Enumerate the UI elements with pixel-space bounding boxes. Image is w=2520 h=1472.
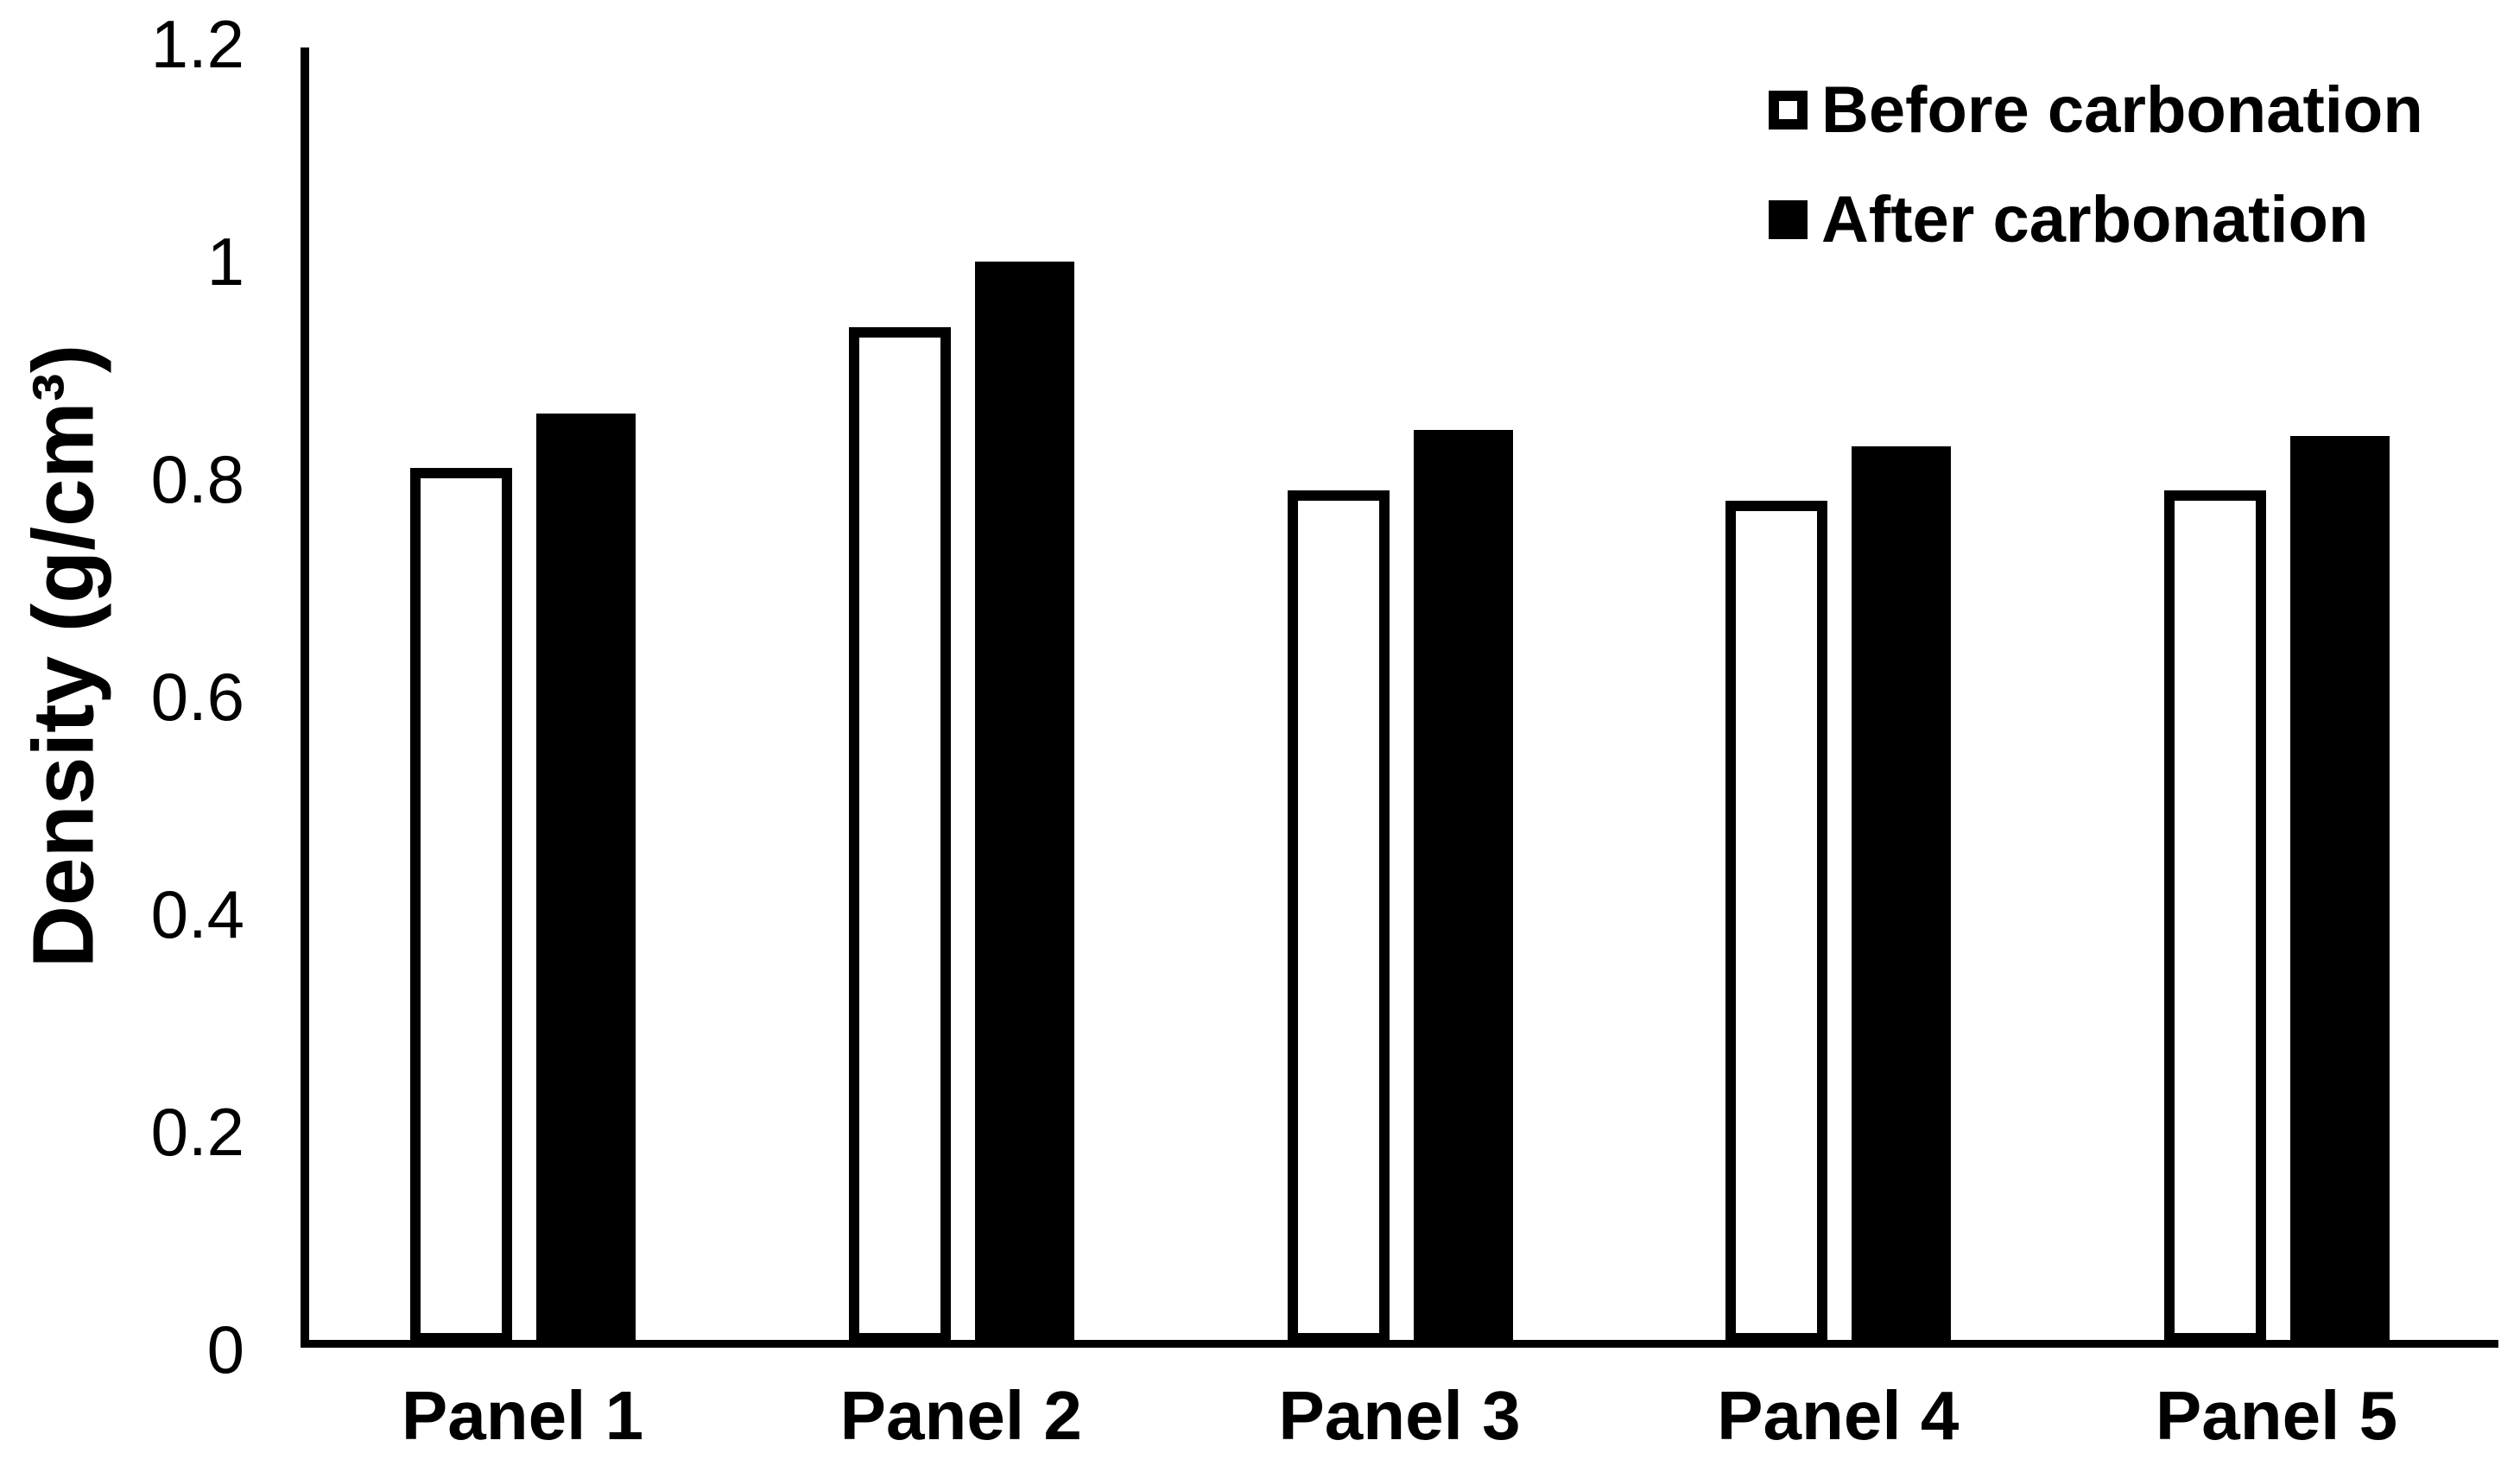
legend-entry-after-carbonation: After carbonation [1769,183,2423,256]
bar-after-carbonation-panel-3 [1413,430,1513,1343]
legend: Before carbonation After carbonation [1769,73,2423,301]
y-tick-label-0.2: 0.2 [150,1094,244,1170]
bar-after-carbonation-panel-2 [974,262,1074,1343]
y-tick-label-0.4: 0.4 [150,876,244,952]
y-tick-label-0.6: 0.6 [150,659,244,735]
x-category-label-panel-1: Panel 1 [401,1377,644,1454]
y-axis-line [301,47,309,1348]
x-axis-line [301,1340,2498,1348]
legend-marker-before-carbonation-icon [1769,90,1808,130]
y-tick-label-1.2: 1.2 [150,6,244,82]
x-category-label-panel-5: Panel 5 [2155,1377,2398,1454]
legend-marker-after-carbonation-icon [1769,199,1808,239]
bar-before-carbonation-panel-4 [1725,501,1828,1343]
bar-after-carbonation-panel-1 [536,414,636,1343]
legend-label: After carbonation [1821,182,2369,256]
y-tick-label-0.8: 0.8 [150,441,244,517]
bar-after-carbonation-panel-5 [2290,435,2390,1343]
legend-entry-before-carbonation: Before carbonation [1769,73,2423,147]
y-tick-label-1: 1 [206,224,244,300]
bar-before-carbonation-panel-3 [1287,490,1390,1343]
y-tick-label-0: 0 [206,1311,244,1387]
bar-before-carbonation-panel-1 [410,468,512,1343]
x-category-label-panel-4: Panel 4 [1717,1377,1960,1454]
x-category-label-panel-3: Panel 3 [1278,1377,1521,1454]
bar-after-carbonation-panel-4 [1852,446,1952,1343]
x-category-label-panel-2: Panel 2 [839,1377,1082,1454]
bar-before-carbonation-panel-2 [848,326,951,1343]
bar-before-carbonation-panel-5 [2164,490,2266,1343]
legend-label: Before carbonation [1821,73,2423,147]
y-axis-title: Density (g/cm³) [15,344,112,969]
